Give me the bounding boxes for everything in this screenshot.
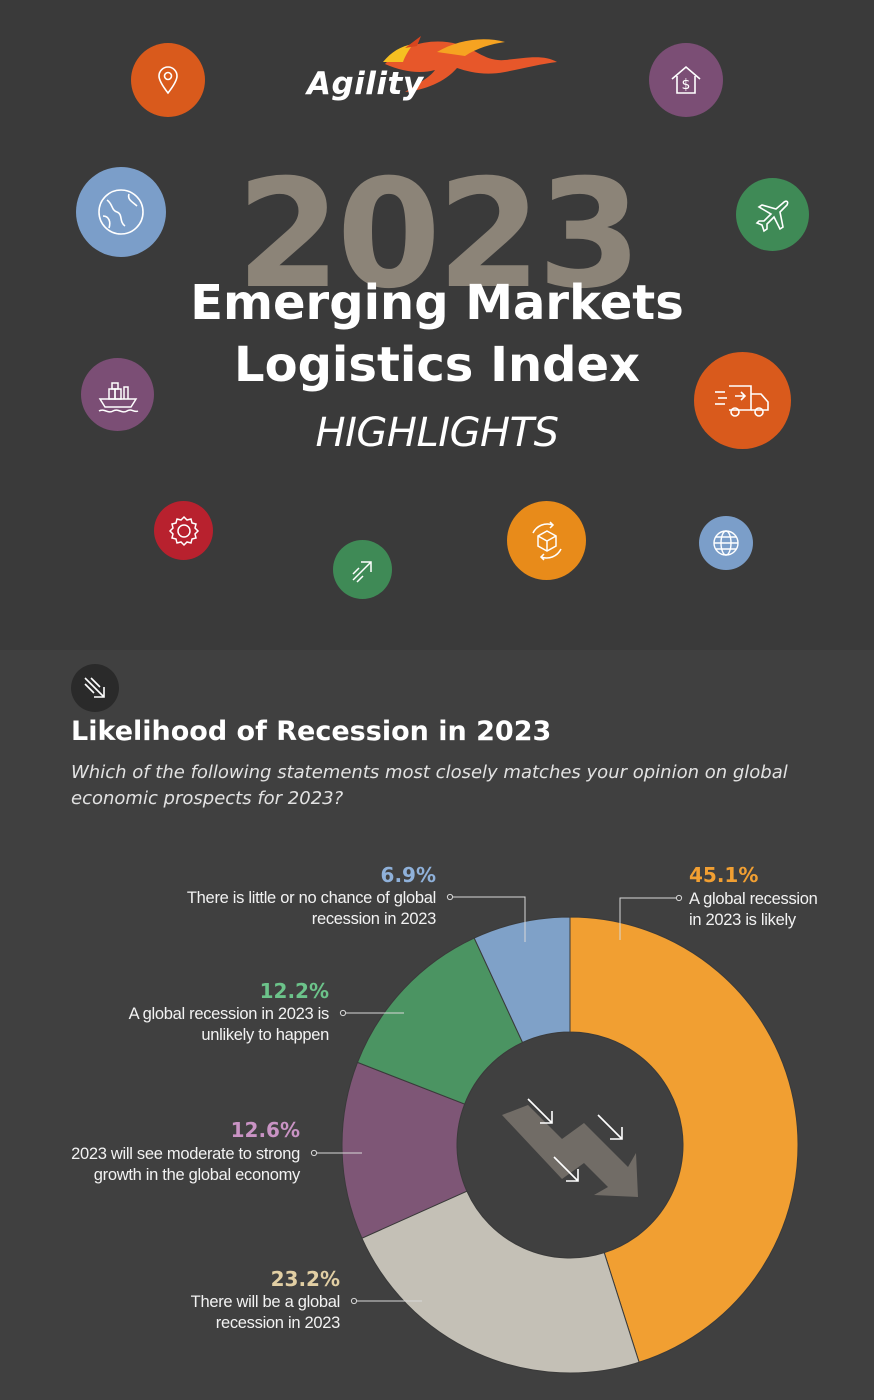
- slice-description-label: unlikely to happen: [201, 1026, 329, 1044]
- leader-line: [619, 897, 679, 940]
- slice-description-label: 2023 will see moderate to strong: [71, 1145, 300, 1163]
- svg-text:$: $: [682, 77, 691, 93]
- slice-description-label: There will be a global: [191, 1293, 340, 1311]
- dragon-logo-icon: [383, 36, 557, 92]
- slice-description-label: growth in the global economy: [94, 1166, 301, 1184]
- hero-title-line-2: Logistics Index: [234, 337, 640, 393]
- slice-description-label: A global recession in 2023 is: [129, 1005, 329, 1023]
- donut-slice-4: [473, 916, 571, 1044]
- donut-slice-0: [569, 916, 799, 1363]
- slice-description-label: recession in 2023: [216, 1314, 340, 1332]
- growth-arrow-icon: [333, 540, 392, 599]
- downtrend-arrow-icon: [71, 664, 119, 712]
- slice-percent-label: 45.1%: [689, 863, 758, 887]
- brand-name: Agility: [307, 66, 424, 102]
- slice-description-label: recession in 2023: [312, 910, 436, 928]
- leader-dot: [339, 1009, 347, 1017]
- slice-description-label: A global recession: [689, 890, 818, 908]
- package-cycle-icon: [507, 501, 586, 580]
- slice-description-label: There is little or no chance of global: [187, 889, 436, 907]
- leader-dot: [675, 894, 683, 902]
- section-question: Which of the following statements most c…: [71, 762, 788, 809]
- section-title: Likelihood of Recession in 2023: [71, 716, 552, 747]
- donut-slice-1: [361, 1190, 640, 1374]
- location-pin-icon: [131, 43, 205, 117]
- slice-percent-label: 12.6%: [231, 1118, 300, 1142]
- leader-dot: [446, 893, 454, 901]
- dollar-house-icon: $: [649, 43, 723, 117]
- leader-dot: [350, 1297, 358, 1305]
- globe-grid-icon: [699, 516, 753, 570]
- slice-description-label: in 2023 is likely: [689, 911, 797, 929]
- slice-percent-label: 23.2%: [271, 1267, 340, 1291]
- cargo-ship-icon: [81, 358, 154, 431]
- airplane-icon: [736, 178, 809, 251]
- downtrend-arrows-icon: [502, 1098, 638, 1197]
- hero-title: Emerging Markets Logistics Index: [0, 272, 874, 396]
- delivery-truck-icon: [694, 352, 791, 449]
- hero-title-line-1: Emerging Markets: [190, 275, 684, 331]
- hero-subtitle: HIGHLIGHTS: [315, 410, 559, 456]
- leader-line: [450, 896, 526, 942]
- slice-percent-label: 6.9%: [381, 863, 436, 887]
- globe-icon: [76, 167, 166, 257]
- gear-icon: [154, 501, 213, 560]
- slice-percent-label: 12.2%: [260, 979, 329, 1003]
- leader-dot: [310, 1149, 318, 1157]
- agility-logo: Agility: [305, 32, 565, 112]
- hero-year: 2023: [236, 148, 641, 322]
